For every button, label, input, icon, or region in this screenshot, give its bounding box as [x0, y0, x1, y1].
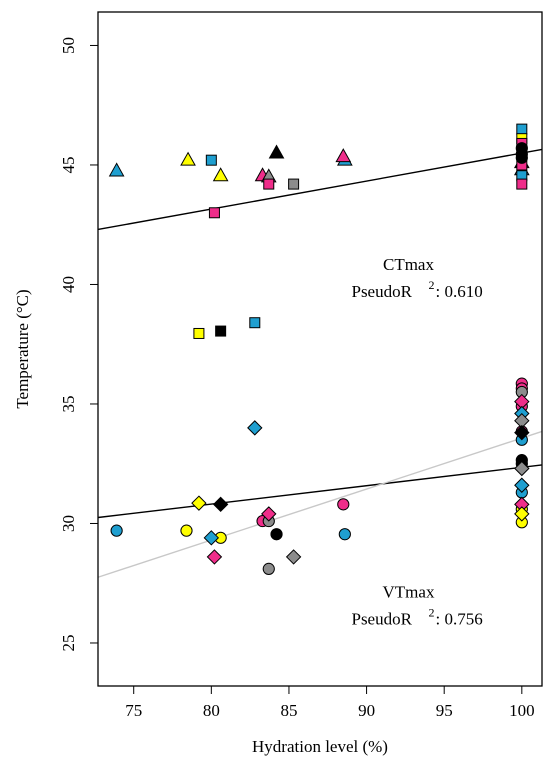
circle-point-magenta: [337, 498, 350, 511]
diamond-point-cyan: [203, 530, 220, 546]
diamond-point-black: [514, 424, 530, 441]
y-tick-label: 45: [59, 156, 78, 173]
plot-frame: [97, 11, 543, 687]
square-point-magenta: [263, 178, 275, 190]
y-tick-label: 35: [59, 395, 78, 412]
circle-point-gray: [262, 562, 275, 575]
triangle-point-cyan: [108, 162, 125, 177]
y-tick-label: 50: [59, 37, 78, 54]
x-tick-label: 75: [125, 701, 142, 720]
circle-point-black: [270, 528, 283, 541]
annotation-superscript: 2: [428, 278, 434, 292]
x-axis: 75 80 85 90 95 100: [125, 686, 535, 720]
x-axis-label: Hydration level (%): [252, 737, 388, 756]
triangle-point-yellow: [212, 167, 229, 182]
x-tick-label: 85: [280, 701, 297, 720]
annotation-stat-label: PseudoR: [351, 282, 412, 301]
data-points: [108, 123, 530, 575]
circle-point-cyan: [110, 524, 123, 537]
square-point-black: [215, 325, 227, 337]
square-point-cyan: [205, 154, 217, 166]
diamond-point-magenta: [206, 549, 223, 565]
diamond-point-gray: [514, 460, 530, 477]
vtmax-label: VTmax PseudoR 2: 0.756: [351, 583, 482, 629]
diamond-point-gray: [285, 549, 302, 565]
triangle-point-black: [268, 144, 285, 159]
x-tick-label: 80: [203, 701, 220, 720]
x-tick-label: 95: [436, 701, 453, 720]
y-tick-label: 30: [59, 515, 78, 532]
vtmax-fit-line-gray: [97, 430, 543, 578]
x-tick-label: 90: [358, 701, 375, 720]
triangle-point-yellow: [180, 151, 196, 166]
x-tick-label: 100: [509, 701, 535, 720]
square-point-cyan: [516, 123, 528, 135]
annotation-stat-label: PseudoR: [351, 610, 412, 629]
triangle-point-magenta: [335, 148, 352, 163]
ctmax-fit-line: [97, 148, 543, 231]
annotation-title: VTmax: [383, 583, 435, 602]
diamond-point-yellow: [191, 495, 207, 511]
annotation-stat-value: : 0.610: [435, 282, 482, 301]
diamond-point-cyan: [514, 477, 530, 493]
ctmax-label: CTmax PseudoR 2: 0.610: [351, 255, 482, 301]
y-axis-label: Temperature (°C): [13, 289, 32, 408]
fit-lines: [97, 148, 543, 578]
y-tick-label: 40: [59, 276, 78, 293]
square-point-magenta: [516, 178, 528, 190]
square-point-yellow: [193, 327, 205, 339]
square-point-cyan: [249, 317, 261, 329]
annotation-title: CTmax: [383, 255, 434, 274]
circle-point-black: [515, 148, 528, 161]
diamond-point-magenta: [261, 506, 277, 522]
diamond-point-cyan: [247, 420, 263, 436]
diamond-point-black: [212, 496, 229, 513]
y-axis: 25 30 35 40 45 50: [59, 37, 98, 651]
annotation-superscript: 2: [428, 606, 434, 620]
circle-point-cyan: [338, 528, 351, 541]
square-point-magenta: [208, 207, 220, 219]
y-tick-label: 25: [59, 634, 78, 651]
circle-point-yellow: [180, 524, 193, 537]
vtmax-fit-line-black: [97, 464, 543, 519]
square-point-gray: [288, 178, 300, 190]
annotation-stat-value: : 0.756: [435, 610, 482, 629]
diamond-point-yellow: [514, 506, 530, 522]
